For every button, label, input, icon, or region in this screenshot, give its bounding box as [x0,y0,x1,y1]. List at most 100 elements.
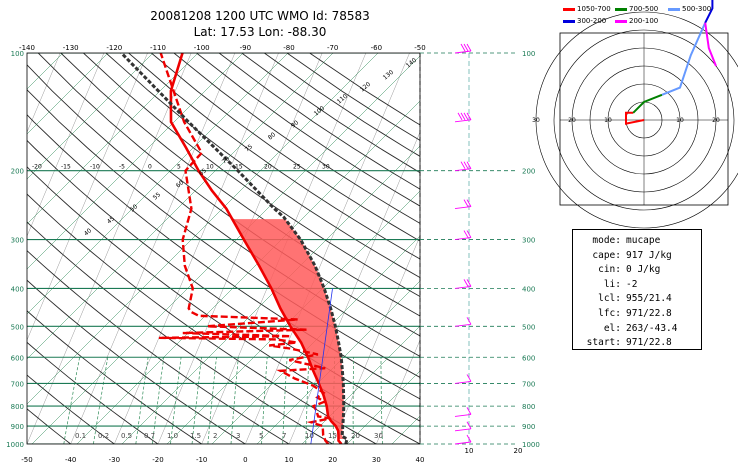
hodograph-segment [704,22,717,67]
param-row-mode: mode: mucape [573,234,701,249]
isotherm-line [27,53,61,133]
wind-barb-staff [454,413,472,417]
x-tick-label: 30 [372,456,381,464]
pressure-label-right: 900 [522,423,535,431]
wind-barb-flag [460,43,466,52]
x-tick-label: -20 [152,456,163,464]
theta-e-label: 65 [198,167,208,177]
hodograph-segment [625,111,645,125]
temperature-profile [169,53,343,444]
param-key: lfc: [598,307,621,319]
dry-adiabat [128,53,420,260]
top-tick-label: -130 [63,44,79,52]
mixing-ratio-label: 0.2 [98,432,109,440]
param-key: start: [586,337,621,349]
isotherm-label: 30 [322,164,330,171]
parameter-table: mode: mucape cape: 917 J/kg cin: 0 J/kg li:… [572,229,702,350]
legend-item-5: 200-100 [615,17,658,25]
dry-adiabat [37,53,420,337]
pressure-label-left: 1000 [6,441,24,449]
top-tick-label: -110 [150,44,166,52]
wind-barb-flag [463,161,469,169]
wind-barb-flag [460,112,466,121]
chart-subtitle: Lat: 17.53 Lon: -88.30 [193,25,327,39]
isotherm-label: -10 [90,164,100,171]
mixing-ratio-label: 30 [374,432,383,440]
hodograph-label: 20 [712,117,720,124]
mixing-ratio-line [191,357,202,444]
plot-frame [26,52,421,445]
wind-barb-flag [466,421,472,429]
wind-barb-staff [454,206,472,210]
x-tick-label: -50 [21,456,32,464]
param-value: 917 J/kg [626,249,672,261]
top-tick-label: -140 [19,44,35,52]
wind-barb-flag [463,112,469,121]
hodograph-label: 30 [532,117,540,124]
wind-barb-staff [454,237,472,241]
param-key: cin: [598,264,621,276]
wind-barb-staff [454,380,472,384]
dry-adiabat [151,53,420,242]
moist-line [27,53,244,270]
hodograph-segment [632,93,663,114]
wind-barb-flag [457,112,463,121]
theta-e-label: 70 [221,155,231,165]
wind-barb-staff [454,285,472,289]
mixing-ratio-line [152,357,165,444]
wind-barb-flag [466,112,472,121]
isotherm-line [157,53,323,444]
param-value: 971/22.8 [626,337,672,349]
wind-barb-flag [466,199,472,207]
top-tick-label: -70 [327,44,338,52]
pressure-label-left: 400 [11,285,24,293]
wind-barb-flag [466,374,472,382]
dry-adiabat [60,53,420,317]
legend-item-2: 700-500 [615,5,658,13]
wind-axis-label: 10 [465,447,474,455]
pressure-label-right: 400 [522,285,535,293]
mixing-ratio-line [207,357,217,444]
moist-line [27,53,334,360]
param-row-lfc: lfc: 971/22.8 [573,307,701,322]
plot-area [27,53,420,444]
mixing-ratio-line [63,357,80,444]
legend-swatch-5 [615,19,627,23]
isotherm-label: 20 [264,164,272,171]
wind-barb-flag [460,161,466,169]
x-tick-label: -40 [65,456,76,464]
mixing-ratio-line [135,357,149,444]
x-tick-label: -30 [109,456,120,464]
hodograph-label: 10 [676,117,684,124]
isotherm-label: 15 [235,164,243,171]
pressure-label-left: 800 [11,403,24,411]
param-key: lcl: [598,293,621,305]
pressure-label-right: 600 [522,354,535,362]
param-value: 263/-43.4 [626,322,678,334]
isotherm-label: -20 [32,164,42,171]
top-tick-label: -120 [106,44,122,52]
x-tick-label: 40 [416,456,425,464]
mixing-ratio-label: 0.1 [75,432,86,440]
pressure-label-right: 100 [522,50,535,58]
pressure-label-left: 200 [11,168,24,176]
isotherm-line [114,53,279,444]
param-row-start: start: 971/22.8 [573,336,701,351]
legend-label-2: 700-500 [629,5,659,13]
top-tick-label: -80 [283,44,294,52]
isotherm-line [245,53,410,444]
theta-e-label: 45 [106,215,116,225]
pressure-label-right: 300 [522,237,535,245]
x-tick-label: -10 [196,456,207,464]
legend-label-3: 500-300 [682,5,712,13]
parcel-profile [120,53,349,444]
isotherm-line [376,339,420,444]
param-row-cin: cin: 0 J/kg [573,263,701,278]
top-tick-label: -90 [240,44,251,52]
wind-barb-flag [466,230,472,238]
top-tick-label: -60 [371,44,382,52]
moist-line [27,53,289,315]
mixing-ratio-label: 0.5 [121,432,132,440]
theta-e-label: 80 [267,131,277,141]
pressure-label-right: 700 [522,380,535,388]
